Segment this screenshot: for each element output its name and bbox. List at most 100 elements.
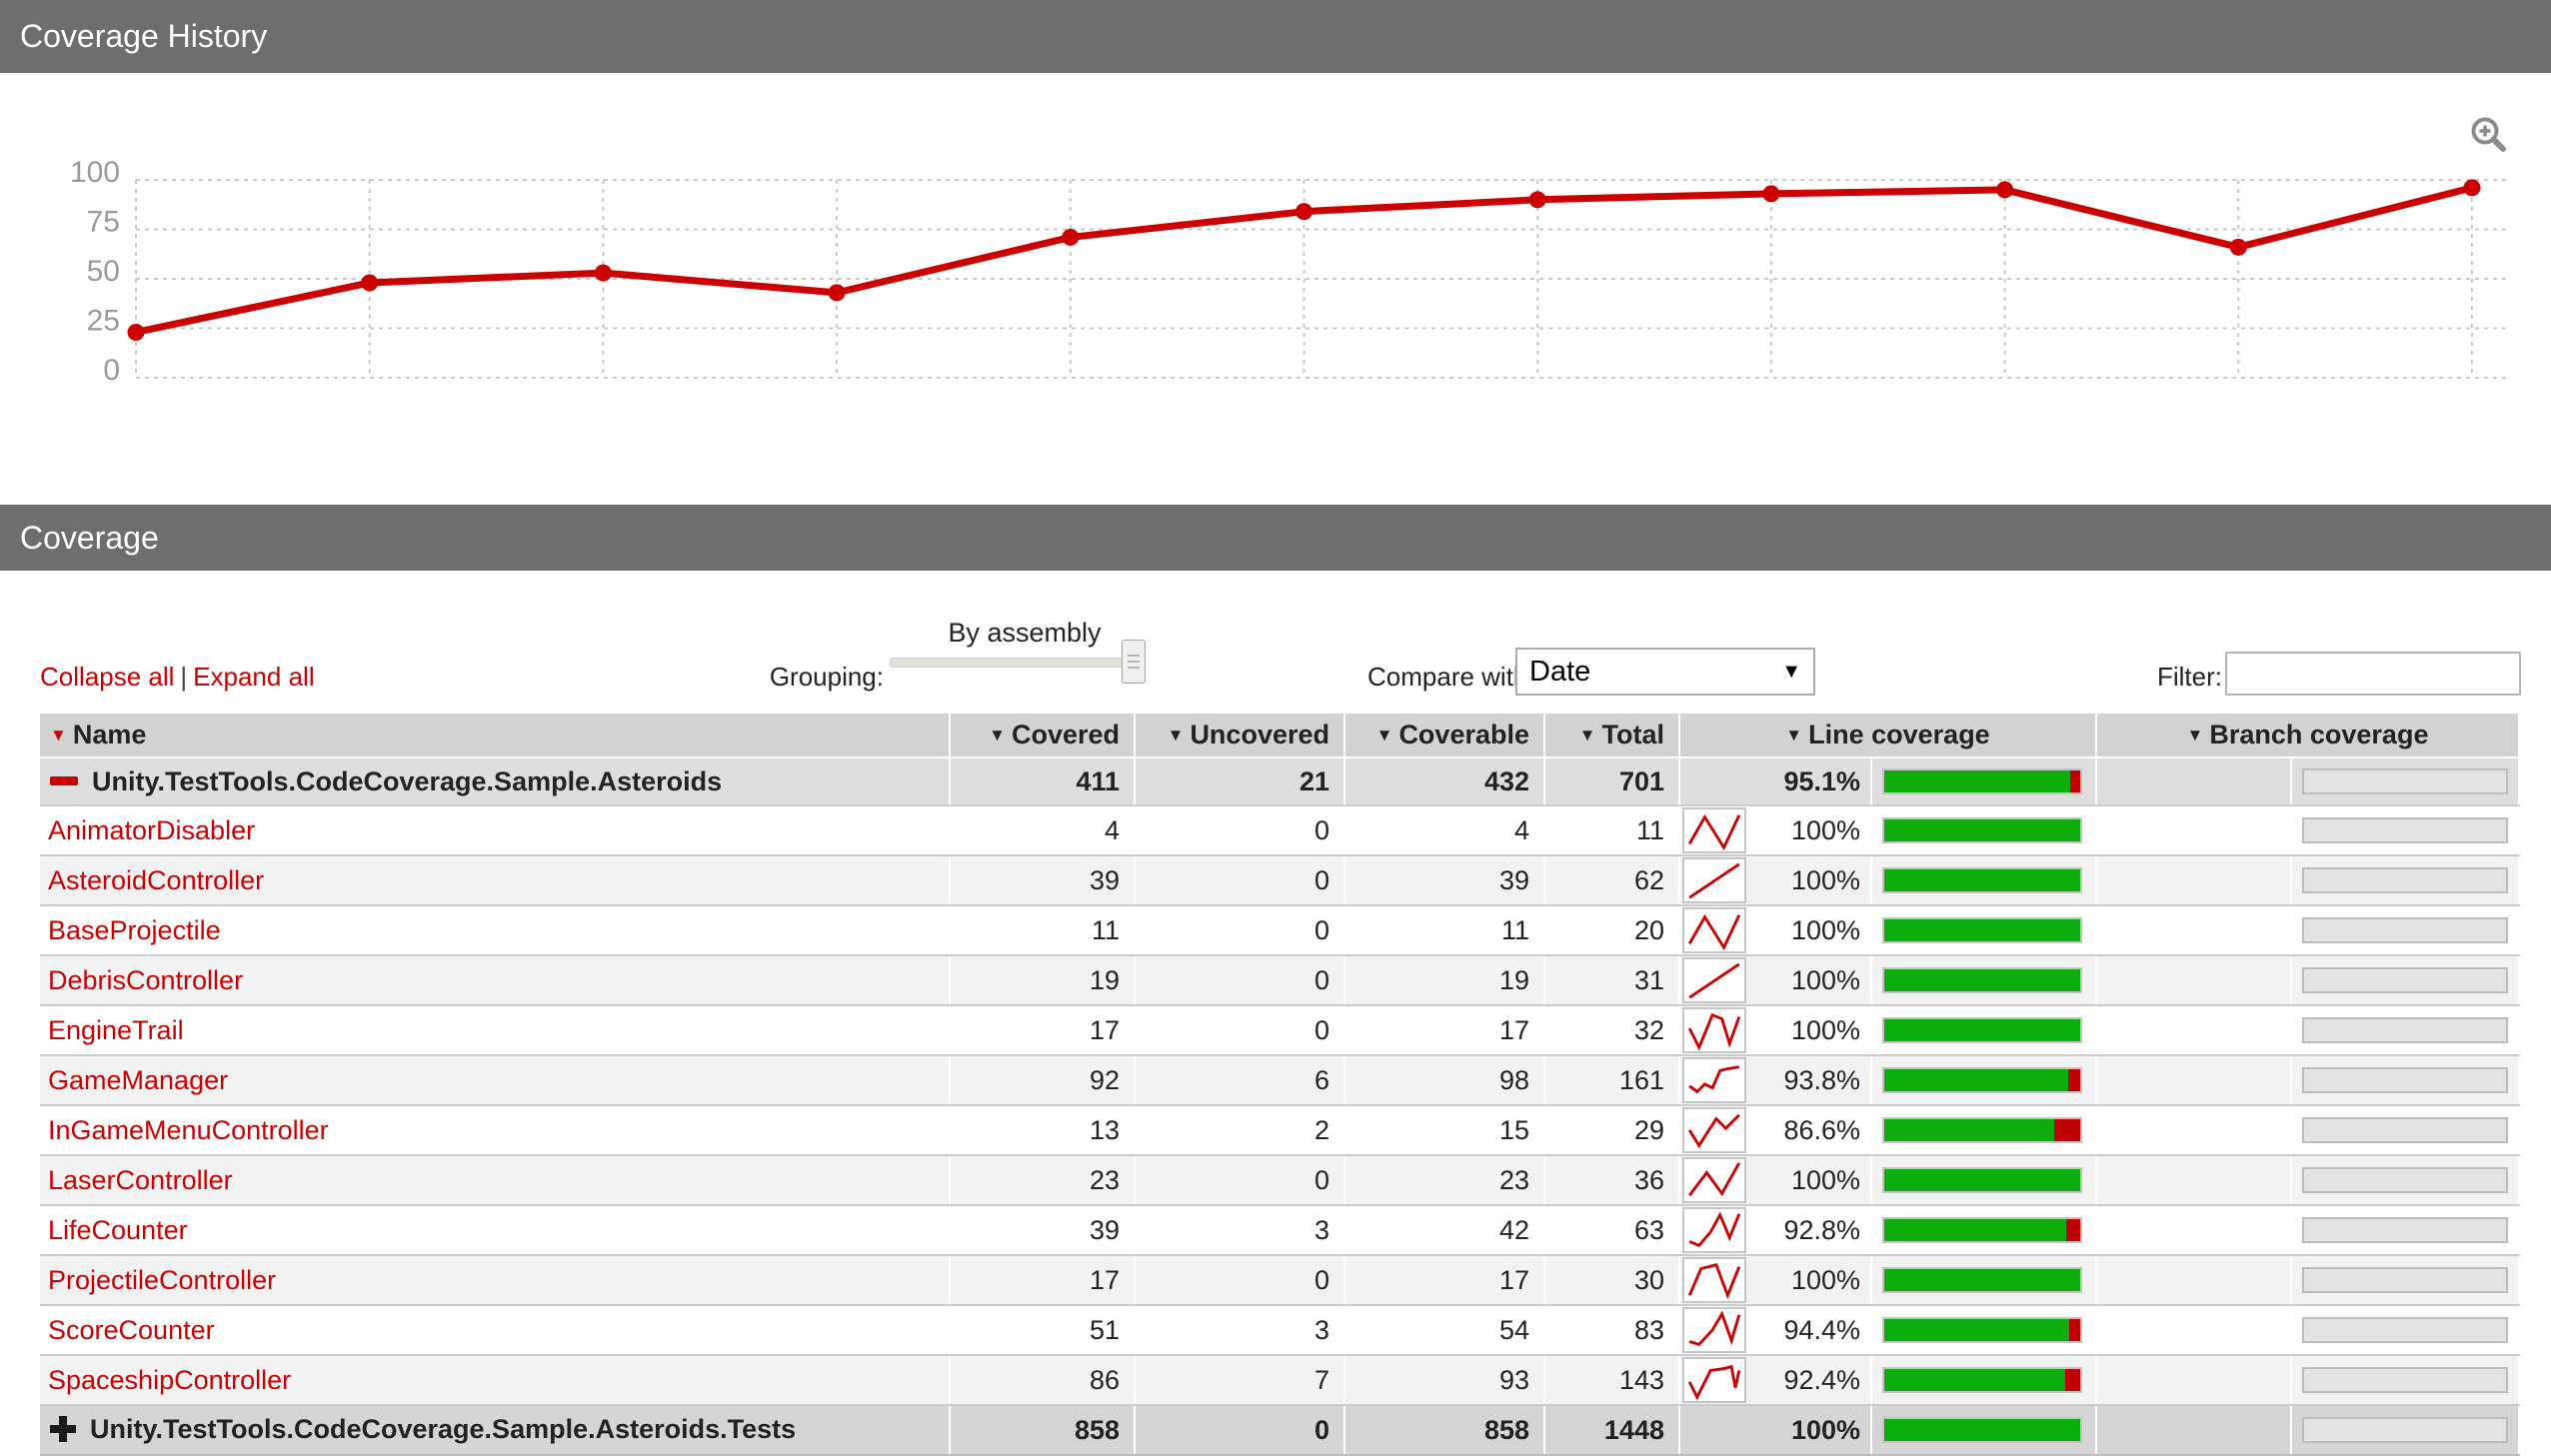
branch-coverage-bar-cell [2291, 805, 2520, 856]
line-coverage-percent-cell: 100% [1679, 905, 1872, 956]
sort-arrow-icon: ▼ [50, 726, 67, 744]
line-coverage-bar-cell [1871, 1355, 2097, 1406]
branch-coverage-percent-cell [2096, 805, 2292, 856]
class-name-link[interactable]: GameManager [48, 1064, 229, 1095]
column-header-uncovered[interactable]: ▼ Uncovered [1135, 714, 1345, 758]
coverable-cell: 4 [1344, 805, 1545, 856]
assembly-name: Unity.TestTools.CodeCoverage.Sample.Aste… [92, 765, 723, 796]
line-coverage-bar [1882, 917, 2082, 943]
uncovered-cell: 0 [1135, 1255, 1345, 1306]
column-header-total[interactable]: ▼ Total [1544, 714, 1680, 758]
line-coverage-percent-cell: 100% [1679, 805, 1872, 856]
line-coverage-percent: 92.4% [1783, 1364, 1860, 1395]
assembly-name: Unity.TestTools.CodeCoverage.Sample.Aste… [90, 1414, 797, 1445]
uncovered-cell: 21 [1135, 757, 1345, 806]
coverage-history-sparkline [1682, 907, 1746, 953]
column-header-line-coverage[interactable]: ▼ Line coverage [1679, 714, 2097, 758]
class-name-link[interactable]: LifeCounter [48, 1214, 188, 1245]
line-coverage-bar-cell [1871, 757, 2097, 806]
expand-collapse-links: Collapse all | Expand all [40, 662, 315, 693]
total-cell: 63 [1544, 1205, 1680, 1256]
line-coverage-bar [1882, 817, 2082, 843]
sort-arrow-icon: ▼ [1785, 726, 1803, 744]
total-cell: 62 [1544, 855, 1680, 906]
class-name-link[interactable]: ProjectileController [48, 1264, 277, 1295]
covered-cell: 17 [950, 1005, 1136, 1056]
class-name-link[interactable]: BaseProjectile [48, 914, 221, 945]
line-coverage-bar-cell [1871, 1005, 2097, 1056]
name-cell: ProjectileController [40, 1255, 951, 1306]
branch-coverage-bar [2302, 1117, 2508, 1143]
zoom-in-icon[interactable] [2469, 115, 2509, 155]
class-name-link[interactable]: InGameMenuController [48, 1114, 329, 1145]
uncovered-cell: 3 [1135, 1305, 1345, 1356]
svg-text:50: 50 [87, 255, 120, 288]
covered-cell: 11 [950, 905, 1136, 956]
expand-all-link[interactable]: Expand all [193, 662, 315, 692]
class-row: BaseProjectile 11 0 11 20 100% [40, 905, 2520, 956]
name-cell: InGameMenuController [40, 1105, 951, 1156]
branch-coverage-percent-cell [2096, 1355, 2292, 1406]
covered-cell: 411 [950, 757, 1136, 806]
coverage-history-sparkline [1682, 1357, 1746, 1403]
branch-coverage-percent-cell [2096, 1255, 2292, 1306]
line-coverage-percent-cell: 100% [1679, 1005, 1872, 1056]
class-name-link[interactable]: EngineTrail [48, 1014, 184, 1045]
coverage-history-sparkline [1682, 1057, 1746, 1103]
coverage-history-sparkline [1682, 1007, 1746, 1053]
column-header-coverable[interactable]: ▼ Coverable [1344, 714, 1545, 758]
total-cell: 161 [1544, 1055, 1680, 1106]
line-coverage-percent: 100% [1790, 1414, 1860, 1445]
coverable-cell: 858 [1344, 1405, 1545, 1456]
class-name-link[interactable]: AsteroidController [48, 864, 265, 895]
line-coverage-percent: 100% [1790, 964, 1860, 995]
total-cell: 20 [1544, 905, 1680, 956]
compare-with-selected-value: Date [1529, 655, 1591, 688]
line-coverage-percent: 92.8% [1783, 1214, 1860, 1245]
branch-coverage-percent-cell [2096, 955, 2292, 1006]
coverage-history-sparkline [1682, 1307, 1746, 1353]
coverable-cell: 23 [1344, 1155, 1545, 1206]
class-name-link[interactable]: DebrisController [48, 964, 244, 995]
name-cell: SpaceshipController [40, 1355, 951, 1406]
coverable-cell: 432 [1344, 757, 1545, 806]
column-header-covered[interactable]: ▼ Covered [950, 714, 1136, 758]
column-header-name[interactable]: ▼ Name [40, 714, 951, 758]
name-cell: Unity.TestTools.CodeCoverage.Sample.Aste… [40, 757, 951, 806]
uncovered-cell: 7 [1135, 1355, 1345, 1406]
line-coverage-percent-cell: 92.8% [1679, 1205, 1872, 1256]
collapse-assembly-icon[interactable] [50, 775, 78, 785]
line-coverage-percent-cell: 92.4% [1679, 1355, 1872, 1406]
uncovered-cell: 3 [1135, 1205, 1345, 1256]
coverage-history-sparkline [1682, 1157, 1746, 1203]
covered-cell: 39 [950, 1205, 1136, 1256]
expand-assembly-icon[interactable] [50, 1415, 76, 1442]
covered-cell: 86 [950, 1355, 1136, 1406]
filter-input[interactable] [2225, 652, 2521, 696]
line-coverage-bar [1882, 1067, 2082, 1093]
coverable-cell: 19 [1344, 955, 1545, 1006]
collapse-all-link[interactable]: Collapse all [40, 662, 175, 692]
class-name-link[interactable]: SpaceshipController [48, 1364, 292, 1395]
select-dropdown-arrow-icon: ▼ [1781, 660, 1801, 683]
sort-arrow-icon: ▼ [1167, 726, 1185, 744]
coverable-cell: 98 [1344, 1055, 1545, 1106]
class-name-link[interactable]: LaserController [48, 1164, 233, 1195]
history-section-title: Coverage History [20, 18, 268, 54]
branch-coverage-bar-cell [2291, 757, 2520, 806]
line-coverage-bar-cell [1871, 855, 2097, 906]
total-cell: 83 [1544, 1305, 1680, 1356]
line-coverage-percent: 100% [1790, 814, 1860, 845]
class-name-link[interactable]: ScoreCounter [48, 1314, 215, 1345]
line-coverage-bar [1882, 1117, 2082, 1143]
coverage-history-sparkline [1682, 1257, 1746, 1303]
total-cell: 36 [1544, 1155, 1680, 1206]
coverable-cell: 42 [1344, 1205, 1545, 1256]
grouping-slider-track[interactable] [890, 658, 1138, 668]
class-name-link[interactable]: AnimatorDisabler [48, 814, 256, 845]
compare-with-select[interactable]: Date ▼ [1515, 648, 1815, 696]
table-header-row: ▼ Name ▼ Covered ▼ Uncovered ▼ Coverable ▼ To… [40, 714, 2520, 758]
column-header-branch-coverage[interactable]: ▼ Branch coverage [2096, 714, 2520, 758]
grouping-slider-handle[interactable] [1122, 640, 1146, 684]
line-coverage-bar-cell [1871, 1305, 2097, 1356]
